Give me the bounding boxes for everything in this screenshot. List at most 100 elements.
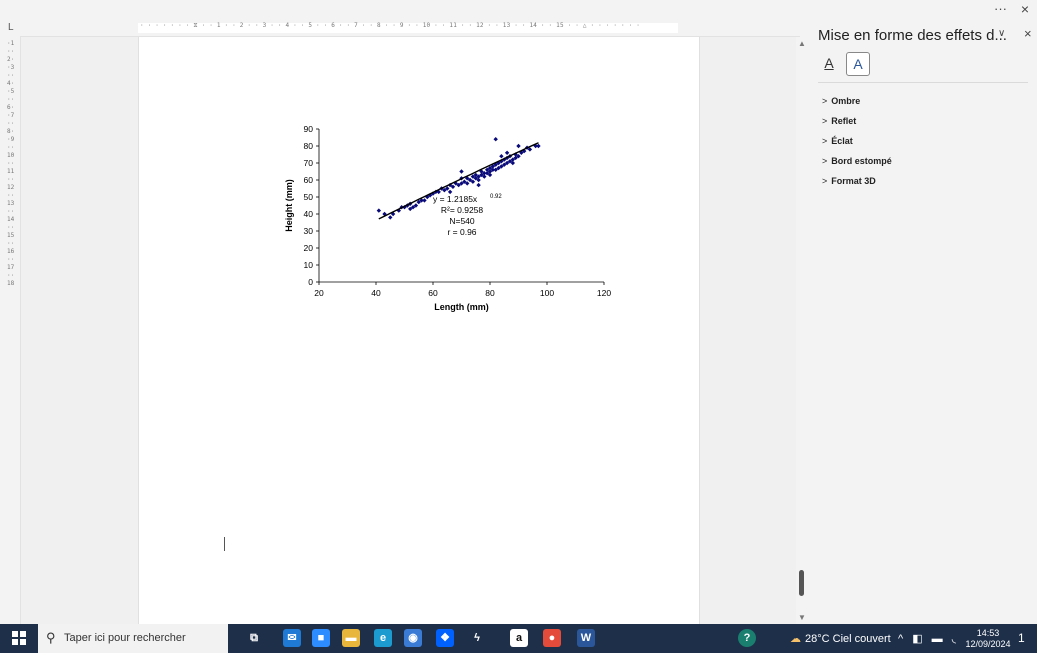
more-options-button[interactable]: ··· bbox=[994, 1, 1007, 16]
y-tick-label: 70 bbox=[304, 158, 314, 168]
edge-icon[interactable]: e bbox=[374, 629, 392, 647]
data-point bbox=[510, 157, 515, 162]
data-point bbox=[482, 171, 487, 176]
chevron-right-icon: > bbox=[822, 156, 828, 166]
data-point bbox=[456, 182, 461, 188]
vertical-ruler[interactable]: ·1··2··3··4··5··6··7··8··9··10··11··12··… bbox=[0, 36, 21, 624]
scrollbar-thumb[interactable] bbox=[799, 570, 804, 596]
data-point bbox=[450, 184, 456, 189]
data-point bbox=[470, 179, 476, 184]
ruler-text-band bbox=[138, 23, 678, 33]
data-point bbox=[430, 191, 436, 196]
scatter-chart[interactable]: 0 10 20 30 40 50 60 70 80 90 20 40 60 80 100 120 Length… bbox=[219, 109, 611, 329]
data-point bbox=[447, 189, 453, 195]
scroll-down-icon[interactable]: ▼ bbox=[798, 613, 806, 622]
windows-start-icon[interactable] bbox=[12, 631, 26, 645]
x-tick-label: 80 bbox=[485, 288, 495, 298]
search-icon: ⚲ bbox=[46, 630, 56, 645]
data-point bbox=[504, 150, 510, 155]
section-label: Reflet bbox=[831, 116, 857, 126]
data-point bbox=[502, 157, 507, 162]
data-point bbox=[490, 167, 496, 172]
clock-time: 14:53 bbox=[976, 628, 1000, 638]
format-effects-pane: Mise en forme des effets d... ∨ × A A > O… bbox=[808, 20, 1037, 624]
close-icon[interactable]: × bbox=[1024, 26, 1032, 41]
data-point bbox=[522, 148, 527, 154]
data-point bbox=[473, 172, 478, 178]
document-area[interactable]: 0 10 20 30 40 50 60 70 80 90 20 40 60 80 100 120 Length… bbox=[21, 37, 796, 624]
chrome-icon[interactable]: ● bbox=[543, 629, 561, 647]
equation-exponent: 0.92 bbox=[490, 194, 502, 200]
dropbox-icon[interactable]: ❖ bbox=[436, 629, 454, 647]
data-point bbox=[470, 174, 476, 179]
section-label: Ombre bbox=[831, 96, 861, 106]
data-point bbox=[484, 171, 490, 176]
x-tick-label: 40 bbox=[371, 288, 381, 298]
data-point bbox=[516, 143, 521, 149]
trend-line bbox=[378, 142, 539, 220]
section-reflet[interactable]: > Reflet bbox=[822, 116, 856, 126]
text-effects-tab[interactable]: A bbox=[846, 52, 870, 76]
section-format-3d[interactable]: > Format 3D bbox=[822, 176, 876, 186]
system-tray-icons[interactable]: ^ ◧ ▬ ◟ bbox=[898, 633, 959, 645]
horizontal-ruler[interactable]: L · · · · · · · ⧖ · · 1 · · 2 · · 3 · · … bbox=[0, 20, 800, 37]
notification-icon[interactable]: 1 bbox=[1018, 631, 1025, 645]
data-point bbox=[513, 155, 518, 161]
word-icon[interactable]: W bbox=[577, 629, 595, 647]
section-eclat[interactable]: > Éclat bbox=[822, 136, 853, 146]
window-close-button[interactable]: × bbox=[1020, 1, 1029, 17]
clock[interactable]: 14:53 12/09/2024 bbox=[964, 628, 1012, 650]
data-point bbox=[445, 186, 450, 191]
data-point bbox=[516, 154, 521, 159]
data-point bbox=[419, 198, 424, 203]
chevron-right-icon: > bbox=[822, 96, 828, 106]
ruler-scale: · · · · · · · ⧖ · · 1 · · 2 · · 3 · · 4 … bbox=[140, 22, 641, 29]
vertical-scrollbar[interactable]: ▲ ▼ bbox=[796, 37, 808, 624]
browser-icon[interactable]: ◉ bbox=[404, 629, 422, 647]
data-point bbox=[487, 165, 493, 171]
chevron-right-icon: > bbox=[822, 176, 828, 186]
equation-label: y = 1.2185x bbox=[433, 194, 478, 204]
data-point bbox=[467, 177, 473, 183]
data-point bbox=[388, 215, 393, 220]
x-tick-label: 20 bbox=[314, 288, 324, 298]
y-tick-label: 40 bbox=[304, 209, 314, 219]
data-point bbox=[493, 167, 498, 172]
weather-widget[interactable]: ☁ 28°C Ciel couvert bbox=[790, 632, 891, 645]
x-tick-label: 60 bbox=[428, 288, 438, 298]
section-label: Bord estompé bbox=[831, 156, 892, 166]
amazon-icon[interactable]: a bbox=[510, 629, 528, 647]
data-point bbox=[482, 174, 487, 179]
section-label: Éclat bbox=[831, 136, 853, 146]
scroll-up-icon[interactable]: ▲ bbox=[798, 39, 806, 48]
help-icon[interactable]: ? bbox=[738, 629, 756, 647]
tab-stop-selector[interactable]: L bbox=[8, 22, 14, 33]
x-tick-label: 120 bbox=[597, 288, 611, 298]
x-axis-label: Length (mm) bbox=[434, 302, 489, 312]
pane-title: Mise en forme des effets d... bbox=[818, 27, 1007, 44]
pane-divider bbox=[818, 82, 1028, 83]
mail-icon[interactable]: ✉ bbox=[283, 629, 301, 647]
zoom-icon[interactable]: ■ bbox=[312, 629, 330, 647]
section-bord-estompe[interactable]: > Bord estompé bbox=[822, 156, 892, 166]
data-point bbox=[410, 205, 416, 210]
y-tick-label: 0 bbox=[308, 277, 313, 287]
app-icon[interactable]: ϟ bbox=[474, 632, 480, 644]
stat-annotation: R²= 0.9258 bbox=[441, 205, 484, 215]
fill-line-tab[interactable]: A bbox=[824, 55, 834, 71]
taskbar-search[interactable]: ⚲ Taper ici pour rechercher bbox=[38, 624, 228, 653]
section-ombre[interactable]: > Ombre bbox=[822, 96, 860, 106]
data-point bbox=[507, 159, 513, 164]
document-page[interactable]: 0 10 20 30 40 50 60 70 80 90 20 40 60 80 100 120 Length… bbox=[138, 37, 700, 624]
data-point bbox=[459, 169, 464, 174]
data-point bbox=[376, 208, 382, 213]
file-explorer-icon[interactable]: ▬ bbox=[342, 629, 360, 647]
data-point bbox=[499, 164, 504, 169]
chevron-down-icon[interactable]: ∨ bbox=[998, 28, 1006, 39]
section-label: Format 3D bbox=[831, 176, 876, 186]
data-point bbox=[476, 174, 481, 179]
taskbar: ⚲ Taper ici pour rechercher ⧉ ✉ ■ ▬ e ◉ ❖ ϟ a ● W … bbox=[0, 624, 1037, 653]
data-point bbox=[490, 164, 496, 169]
data-point bbox=[422, 198, 427, 203]
task-view-icon[interactable]: ⧉ bbox=[250, 632, 258, 644]
